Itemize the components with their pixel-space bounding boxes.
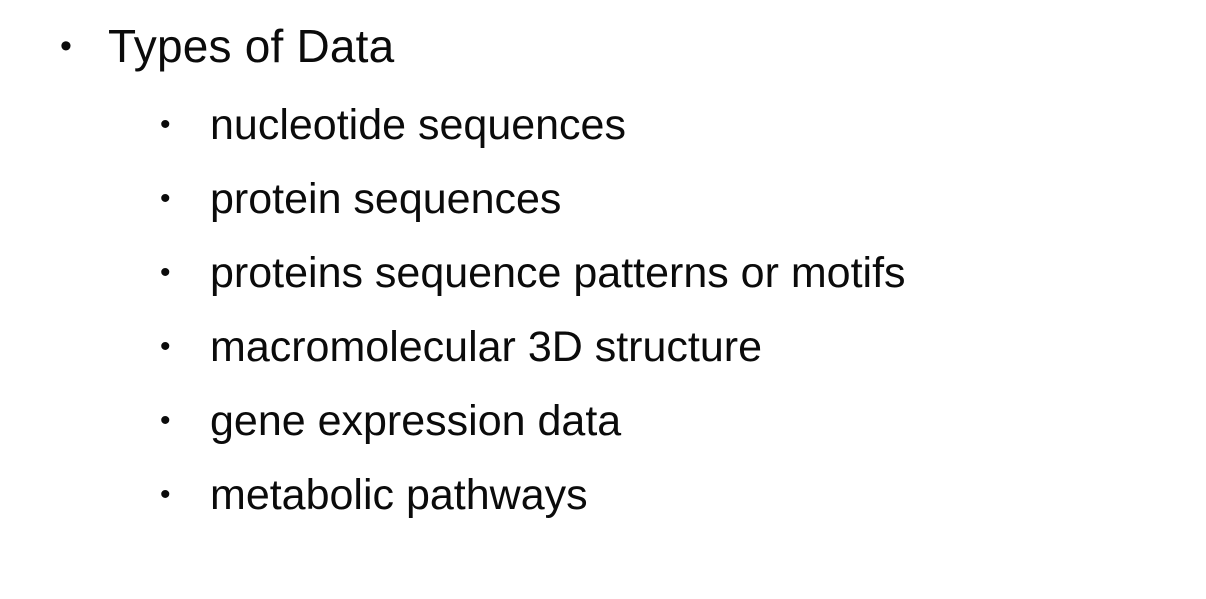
list-item: • nucleotide sequences <box>160 88 906 162</box>
bullet-icon: • <box>60 27 72 65</box>
sub-bullet-list: • nucleotide sequences • protein sequenc… <box>160 88 906 532</box>
bullet-icon: • <box>160 330 171 363</box>
list-item-text: protein sequences <box>210 174 562 223</box>
top-level-bullet: • Types of Data <box>60 14 394 78</box>
list-item: • metabolic pathways <box>160 458 906 532</box>
bullet-icon: • <box>160 182 171 215</box>
list-item: • protein sequences <box>160 162 906 236</box>
list-item: • proteins sequence patterns or motifs <box>160 236 906 310</box>
bullet-icon: • <box>160 404 171 437</box>
list-item: • gene expression data <box>160 384 906 458</box>
bullet-icon: • <box>160 478 171 511</box>
list-item-text: gene expression data <box>210 396 622 445</box>
bullet-icon: • <box>160 108 171 141</box>
list-item: • macromolecular 3D structure <box>160 310 906 384</box>
list-item-text: metabolic pathways <box>210 470 588 519</box>
list-item-text: nucleotide sequences <box>210 100 626 149</box>
slide-heading: Types of Data <box>108 20 395 72</box>
bullet-icon: • <box>160 256 171 289</box>
list-item-text: macromolecular 3D structure <box>210 322 763 371</box>
list-item-text: proteins sequence patterns or motifs <box>210 248 906 297</box>
